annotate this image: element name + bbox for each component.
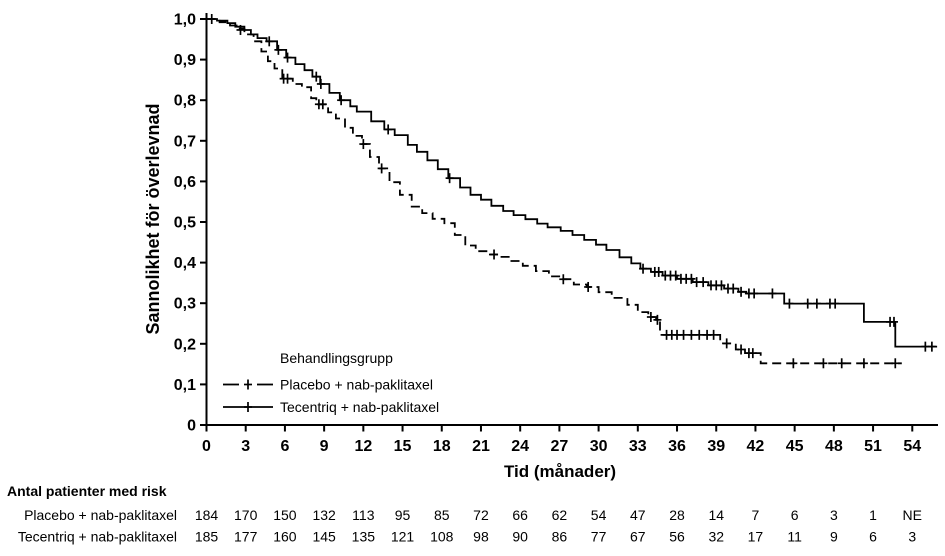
risk-value: 150 — [273, 507, 297, 523]
legend-entry-tecentriq: Tecentriq + nab-paklitaxel — [223, 399, 439, 415]
risk-value: 98 — [473, 529, 489, 545]
risk-value: 56 — [669, 529, 685, 545]
x-tick-label: 9 — [320, 438, 329, 455]
y-tick-label: 0,3 — [174, 296, 196, 313]
risk-row-label-placebo: Placebo + nab-paklitaxel — [24, 507, 177, 523]
risk-value: 32 — [708, 529, 724, 545]
risk-values: 184 170 150 132 113 95 85 72 66 62 54 47 28 14 7 6 3 1 NE1… — [195, 507, 922, 545]
legend: Behandlingsgrupp Placebo + nab-paklitaxe… — [223, 350, 439, 415]
risk-value: 177 — [234, 529, 258, 545]
x-tick-label: 39 — [707, 438, 725, 455]
risk-value: 160 — [273, 529, 297, 545]
risk-value: 54 — [591, 507, 607, 523]
y-tick-label: 0,6 — [174, 174, 196, 191]
x-tick-label: 30 — [590, 438, 608, 455]
x-tick-label: 12 — [354, 438, 372, 455]
y-tick-label: 0,9 — [174, 52, 196, 69]
risk-value: 185 — [195, 529, 219, 545]
risk-value: 86 — [552, 529, 568, 545]
risk-value: 132 — [312, 507, 336, 523]
risk-value: 3 — [830, 507, 838, 523]
km-series-tecentriq — [206, 14, 938, 352]
risk-value: 17 — [748, 529, 764, 545]
risk-value: 95 — [395, 507, 411, 523]
risk-value: 135 — [352, 529, 376, 545]
risk-row-values: 185 177 160 145 135 121 108 98 90 86 77 67 56 32 17 11 9… — [195, 529, 917, 545]
x-tick-label: 27 — [550, 438, 568, 455]
x-tick-label: 54 — [903, 438, 921, 455]
risk-value: 85 — [434, 507, 450, 523]
x-tick-label: 48 — [825, 438, 843, 455]
km-series-placebo — [206, 18, 902, 369]
x-tick-label: 51 — [864, 438, 882, 455]
risk-table-title: Antal patienter med risk — [7, 483, 167, 499]
x-tick-label: 0 — [202, 438, 211, 455]
risk-value: 6 — [869, 529, 877, 545]
x-tick-label: 33 — [629, 438, 647, 455]
km-curve-placebo — [206, 18, 902, 365]
risk-value: 6 — [791, 507, 799, 523]
legend-title: Behandlingsgrupp — [280, 350, 393, 366]
x-tick-label: 6 — [280, 438, 289, 455]
risk-value: 90 — [512, 529, 528, 545]
risk-value: 108 — [430, 529, 454, 545]
y-tick-label: 0,8 — [174, 93, 196, 110]
y-tick-label: 0,5 — [174, 215, 196, 232]
y-tick-label: 0 — [187, 418, 196, 435]
risk-row-values: 184 170 150 132 113 95 85 72 66 62 54 47 28 14 7 6 3 1 NE — [195, 507, 922, 523]
risk-value: 62 — [552, 507, 568, 523]
y-tick-label: 0,7 — [174, 133, 196, 150]
risk-row-label-tecentriq: Tecentriq + nab-paklitaxel — [18, 529, 177, 545]
risk-value: 113 — [352, 507, 375, 523]
x-tick-label: 45 — [786, 438, 804, 455]
censor-marks-placebo — [279, 73, 900, 369]
x-tick-label: 24 — [511, 438, 529, 455]
risk-value: 66 — [512, 507, 528, 523]
km-curve-tecentriq — [206, 18, 938, 348]
risk-value: NE — [903, 507, 922, 523]
x-tick-label: 15 — [394, 438, 412, 455]
legend-entries: Placebo + nab-paklitaxel Tecentriq + nab-… — [223, 377, 439, 415]
km-curves — [206, 14, 938, 369]
censor-marks-tecentriq — [207, 14, 936, 352]
risk-value: 28 — [669, 507, 685, 523]
risk-value: 67 — [630, 529, 646, 545]
y-tick-label: 0,4 — [174, 255, 196, 272]
y-tick-label: 1,0 — [174, 12, 196, 29]
risk-value: 3 — [908, 529, 916, 545]
risk-value: 121 — [391, 529, 415, 545]
x-tick-label: 21 — [472, 438, 490, 455]
risk-value: 184 — [195, 507, 219, 523]
risk-value: 170 — [234, 507, 258, 523]
x-tick-label: 42 — [747, 438, 765, 455]
legend-entry-placebo: Placebo + nab-paklitaxel — [223, 377, 433, 393]
risk-value: 14 — [708, 507, 724, 523]
legend-entry-label: Placebo + nab-paklitaxel — [280, 377, 433, 393]
legend-entry-label: Tecentriq + nab-paklitaxel — [280, 399, 439, 415]
risk-value: 47 — [630, 507, 646, 523]
x-tick-label: 36 — [668, 438, 686, 455]
risk-value: 145 — [312, 529, 336, 545]
y-tick-label: 0,1 — [174, 377, 196, 394]
axes: 00,10,20,30,40,50,60,70,80,91,00 3 6 9 12 15 1… — [174, 12, 938, 455]
risk-value: 77 — [591, 529, 607, 545]
risk-value: 9 — [830, 529, 838, 545]
x-tick-label: 3 — [241, 438, 250, 455]
risk-value: 1 — [869, 507, 877, 523]
risk-value: 7 — [752, 507, 760, 523]
risk-table: Antal patienter med risk Placebo + nab-p… — [7, 483, 922, 545]
risk-value: 11 — [787, 529, 802, 545]
x-tick-label: 18 — [433, 438, 451, 455]
y-axis-title: Sannolikhet för överlevnad — [143, 103, 163, 334]
risk-value: 72 — [473, 507, 489, 523]
x-axis-title: Tid (månader) — [504, 462, 616, 481]
y-tick-label: 0,2 — [174, 336, 196, 353]
